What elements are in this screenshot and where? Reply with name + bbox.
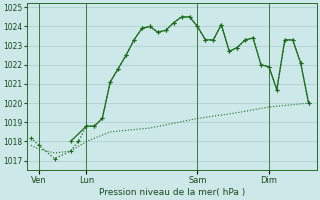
X-axis label: Pression niveau de la mer( hPa ): Pression niveau de la mer( hPa ) <box>99 188 245 197</box>
